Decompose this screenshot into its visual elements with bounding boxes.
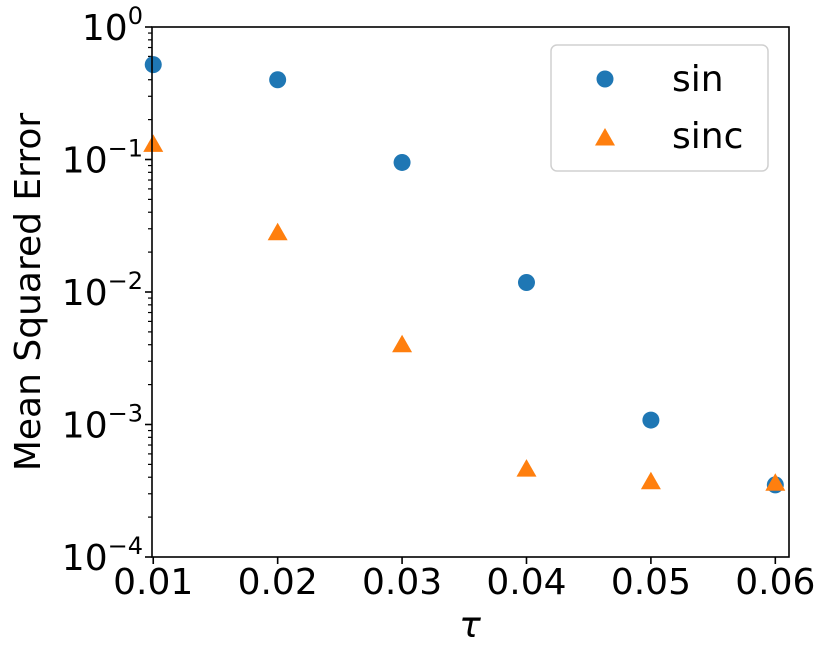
axis-ticks: 0.01 0.02 0.03 0.04 0.05 0.06 100 10−1 10−2 10−3 1…	[62, 2, 816, 603]
x-tick-label: 0.01	[113, 562, 193, 603]
data-point-sin	[642, 411, 660, 429]
data-point-sinc	[640, 471, 661, 490]
y-axis-label: Mean Squared Error	[8, 113, 49, 472]
legend-marker-sin	[596, 70, 614, 88]
data-point-sinc	[392, 334, 413, 353]
y-tick-label: 10−3	[62, 400, 143, 447]
y-tick-label: 10−4	[62, 532, 143, 579]
legend-markers	[595, 70, 615, 146]
x-axis-label: τ	[459, 605, 481, 646]
x-tick-label: 0.04	[486, 562, 566, 603]
plot-frame	[151, 26, 790, 558]
y-tick-label: 10−2	[62, 267, 143, 314]
legend: sin sinc	[550, 44, 769, 172]
x-tick-label: 0.03	[362, 562, 442, 603]
legend-label-sinc: sinc	[672, 116, 743, 157]
legend-label-sin: sin	[672, 59, 724, 100]
data-marks	[143, 56, 786, 494]
x-tick-label: 0.05	[611, 562, 691, 603]
x-tick-label: 0.02	[238, 562, 318, 603]
legend-marker-sinc	[595, 128, 615, 146]
y-tick-label: 10−1	[62, 135, 143, 182]
data-point-sinc	[765, 473, 786, 491]
data-point-sin	[393, 153, 411, 171]
data-point-sinc	[516, 459, 537, 477]
data-point-sinc	[267, 222, 288, 241]
y-tick-label: 100	[82, 2, 143, 49]
data-point-sin	[144, 56, 162, 74]
data-point-sin	[269, 71, 287, 89]
data-point-sinc	[143, 134, 164, 152]
x-tick-label: 0.06	[735, 562, 815, 603]
data-point-sin	[517, 273, 535, 291]
